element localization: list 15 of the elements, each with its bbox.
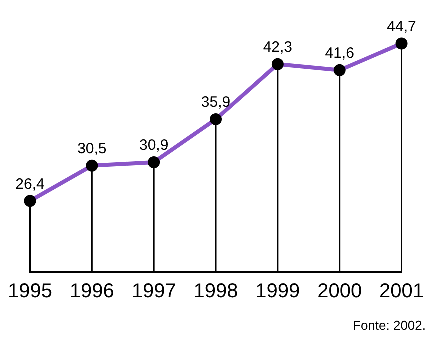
x-tick-label: 1995 [8,280,52,303]
x-tick-label: 2000 [318,280,362,303]
source-note: Fonte: 2002. [353,318,426,333]
data-label: 44,7 [387,18,416,36]
x-tick-label: 1996 [70,280,114,303]
x-tick-label: 1997 [132,280,176,303]
data-label: 30,5 [78,140,107,158]
data-label: 42,3 [263,39,293,56]
x-tick-label: 2001 [380,280,424,303]
x-tick-label: 1999 [256,280,300,303]
data-label: 35,9 [201,94,231,112]
data-label: 30,9 [139,137,169,154]
x-tick-label: 1998 [194,280,238,303]
data-label: 41,6 [325,45,354,62]
data-label: 26,4 [16,176,45,193]
